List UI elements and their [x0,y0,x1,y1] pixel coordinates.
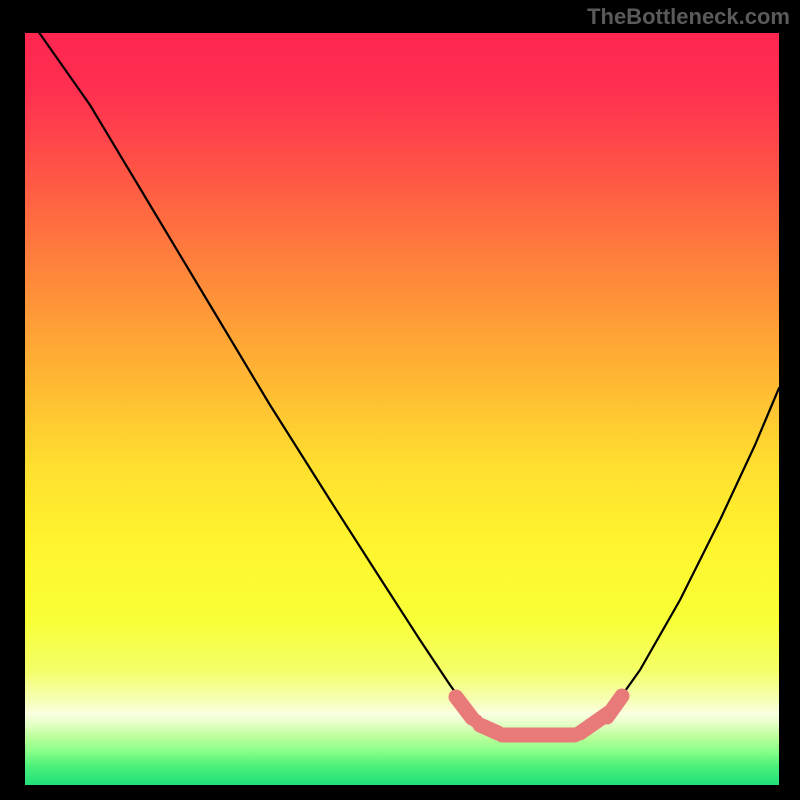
valley-marker-dot [469,714,483,728]
plot-area [25,33,779,785]
watermark-text: TheBottleneck.com [587,4,790,30]
valley-marker-segment [607,696,622,717]
valley-marker-group [456,696,622,735]
bottleneck-curve-right [603,388,779,720]
curve-layer [25,33,779,785]
bottleneck-curve-left [38,33,476,720]
valley-marker-segment [456,697,472,718]
